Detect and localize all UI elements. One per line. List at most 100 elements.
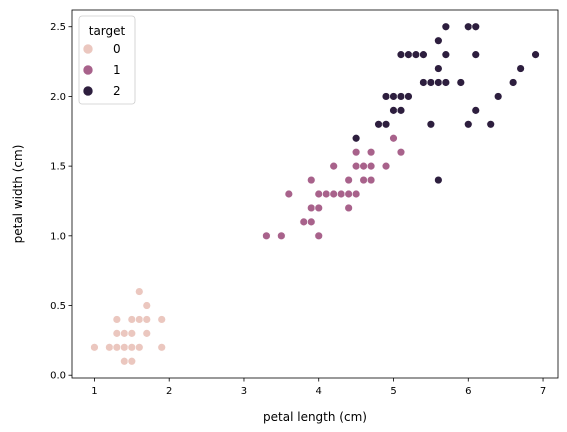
legend-title: target: [89, 24, 126, 38]
data-point-1: [351, 147, 361, 157]
y-tick-label: 2.5: [50, 22, 66, 33]
data-point-0: [135, 315, 144, 324]
data-point-0: [157, 343, 166, 352]
x-tick-label: 4: [316, 386, 322, 397]
data-point-2: [464, 22, 473, 31]
data-point-1: [359, 175, 368, 185]
legend-marker-2: [82, 85, 94, 97]
data-point-2: [434, 175, 443, 185]
data-point-1: [351, 189, 361, 199]
data-point-2: [381, 120, 391, 129]
data-point-1: [336, 189, 346, 199]
data-point-1: [307, 217, 316, 227]
data-point-2: [374, 120, 383, 129]
data-point-2: [486, 120, 495, 129]
data-point-2: [441, 50, 451, 59]
legend-label-1: 1: [113, 63, 121, 77]
data-point-2: [464, 120, 473, 129]
data-point-1: [366, 161, 376, 171]
data-point-2: [396, 92, 406, 101]
data-point-1: [307, 175, 316, 185]
data-point-0: [135, 287, 144, 296]
data-point-0: [142, 329, 151, 338]
data-point-0: [127, 329, 137, 338]
data-point-2: [381, 92, 391, 101]
data-points: [90, 22, 540, 366]
data-point-2: [426, 120, 436, 129]
plot-area-frame: [71, 9, 559, 379]
data-point-1: [381, 161, 391, 171]
data-point-1: [314, 231, 323, 241]
data-point-1: [359, 161, 368, 171]
legend-label-2: 2: [113, 84, 121, 98]
data-point-2: [493, 92, 503, 101]
legend-label-0: 0: [113, 42, 121, 56]
y-tick-label: 1.5: [50, 162, 66, 173]
data-point-1: [329, 161, 338, 171]
data-point-2: [396, 106, 406, 115]
data-point-1: [344, 203, 353, 213]
data-point-0: [157, 315, 166, 324]
data-point-0: [142, 315, 151, 324]
data-point-2: [411, 50, 421, 59]
data-point-2: [434, 78, 443, 87]
data-point-1: [396, 147, 406, 157]
data-point-0: [120, 329, 129, 338]
data-point-2: [396, 50, 406, 59]
data-point-1: [366, 147, 376, 157]
data-point-0: [112, 343, 122, 352]
data-point-1: [314, 189, 323, 199]
data-point-0: [127, 357, 137, 366]
x-tick-label: 1: [91, 386, 97, 397]
data-point-2: [441, 78, 451, 87]
x-tick-label: 5: [390, 386, 396, 397]
x-tick-label: 7: [540, 386, 546, 397]
y-axis-label: petal width (cm): [11, 145, 25, 244]
data-point-2: [508, 78, 518, 87]
data-point-2: [419, 50, 428, 59]
data-point-0: [105, 343, 114, 352]
data-point-1: [314, 203, 323, 213]
data-point-2: [434, 36, 443, 45]
y-tick-label: 0.5: [50, 301, 66, 312]
x-tick-label: 6: [465, 386, 471, 397]
data-point-0: [112, 329, 122, 338]
data-point-1: [322, 189, 331, 199]
data-point-2: [531, 50, 540, 59]
legend-marker-0: [82, 43, 94, 55]
x-axis-label: petal length (cm): [263, 410, 367, 424]
data-point-0: [135, 343, 144, 352]
data-point-2: [404, 50, 413, 59]
y-axis: 0.0 0.5 1.0 1.5 2.0 2.5: [50, 22, 72, 382]
data-point-0: [112, 315, 122, 324]
data-point-0: [127, 315, 137, 324]
data-point-2: [434, 64, 443, 73]
data-point-1: [389, 134, 398, 143]
x-axis: 1 2 3 4 5 6 7: [91, 378, 546, 397]
data-point-1: [284, 189, 294, 199]
data-point-2: [516, 64, 525, 73]
data-point-2: [426, 78, 436, 87]
data-point-0: [120, 343, 129, 352]
data-point-2: [389, 106, 398, 115]
x-tick-label: 2: [166, 386, 172, 397]
data-point-0: [127, 343, 137, 352]
data-point-1: [307, 203, 316, 213]
data-point-2: [351, 134, 361, 143]
data-point-1: [262, 231, 271, 241]
data-point-0: [142, 301, 151, 310]
data-point-1: [344, 175, 353, 185]
y-tick-label: 2.0: [50, 92, 66, 103]
data-point-1: [351, 161, 361, 171]
data-point-2: [419, 78, 428, 87]
data-point-1: [366, 175, 376, 185]
data-point-0: [120, 357, 129, 366]
legend-marker-1: [82, 64, 94, 76]
data-point-0: [90, 343, 99, 352]
data-point-1: [329, 189, 338, 199]
data-point-2: [471, 50, 480, 59]
y-tick-label: 0.0: [50, 371, 66, 382]
y-tick-label: 1.0: [50, 231, 66, 242]
data-point-2: [441, 22, 451, 31]
